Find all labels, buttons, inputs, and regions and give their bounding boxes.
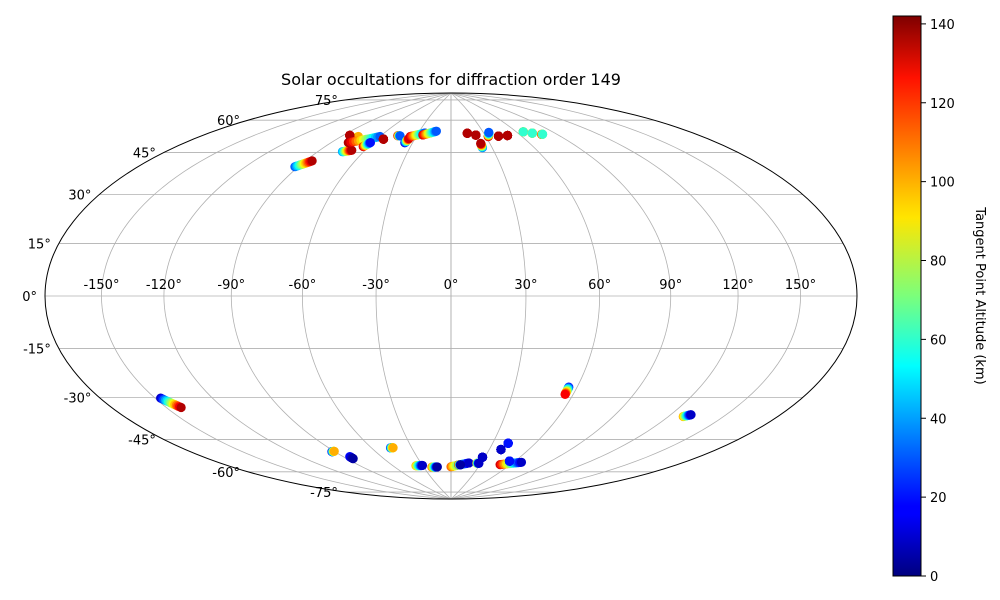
colorbar-tick-label: 60 [930,333,947,348]
latitude-tick-label: 30° [68,189,91,204]
occultation-track [504,456,515,466]
occultation-point [476,138,486,148]
occultation-point [455,460,466,470]
occultation-point [462,128,472,138]
occultation-track [378,134,389,144]
occultation-track [502,130,513,141]
occultation-track [476,138,488,153]
occultation-track [156,393,186,413]
occultation-track [477,452,488,462]
latitude-tick-label: 45° [133,146,156,161]
occultation-track [471,130,481,140]
occultation-track [527,128,537,138]
occultation-point [417,460,428,471]
map-grid [45,92,857,500]
occultation-point [484,127,494,137]
latitude-tick-label: 0° [22,290,37,305]
occultation-track [411,460,428,471]
latitude-tick-label: -45° [128,434,156,449]
latitude-tick-label: -75° [310,486,338,501]
occultation-point [388,443,398,453]
colorbar-tick-label: 20 [930,491,947,506]
occultation-track [337,145,357,157]
latitude-tick-label: 75° [315,94,338,109]
occultation-point [395,131,405,141]
colorbar-tick-label: 100 [930,176,955,191]
occultation-point [329,446,339,456]
occultation-track [503,438,513,448]
longitude-tick-label: -60° [289,278,317,293]
map-boundary [44,92,858,500]
longitude-tick-label: -120° [146,278,182,293]
occultation-point [431,126,441,136]
longitude-tick-labels: -150° -120° -90° -60° -30° 0° 30° 60° 90° 120° 150… [83,278,816,293]
longitude-tick-label: -150° [83,278,119,293]
occultation-track [560,382,574,399]
occultation-track [427,462,442,472]
chart-title: Solar occultations for diffraction order… [281,70,621,89]
occultation-point [504,456,515,466]
occultation-point [347,145,357,155]
colorbar-label: Tangent Point Altitude (km) [972,206,987,384]
occultation-track [536,129,548,139]
occultation-point [686,410,696,420]
longitude-tick-label: -30° [362,278,390,293]
occultation-track [385,443,398,453]
occultation-track [462,128,472,138]
latitude-tick-label: -60° [212,466,240,481]
occultation-point [502,130,513,141]
occultation-point [493,131,504,141]
latitude-tick-labels: -75° -60° -45° -30° -15° 0° 15° 30° 45° 60° 75° [22,94,338,501]
longitude-tick-label: 60° [588,278,611,293]
occultation-point [432,462,442,472]
colorbar-ticks: 0 20 40 60 80 100 120 140 [921,18,955,585]
occultation-track [327,446,339,457]
occultation-point [348,454,358,464]
occultation-points [156,126,696,472]
longitude-tick-label: 120° [722,278,753,293]
latitude-tick-label: -30° [64,392,92,407]
occultation-track [358,137,376,152]
colorbar-tick-label: 80 [930,255,947,270]
occultation-track [493,131,504,141]
occultation-point [464,458,474,468]
latitude-tick-label: -15° [23,343,51,358]
occultation-point [176,402,186,413]
occultation-track [454,460,466,470]
occultation-point [538,129,548,139]
occultation-point [560,389,570,399]
colorbar-tick-label: 120 [930,97,955,112]
occultation-point [471,130,481,140]
colorbar-tick-label: 140 [930,18,955,33]
occultation-point [365,137,376,148]
longitude-tick-label: -90° [217,278,245,293]
longitude-tick-label: 30° [514,278,537,293]
colorbar-tick-label: 0 [930,570,938,585]
occultation-track [290,156,317,172]
occultation-point [516,457,527,467]
latitude-tick-label: 60° [217,114,240,129]
latitude-tick-label: 15° [28,237,51,252]
occultation-track [345,452,358,464]
colorbar-gradient [892,15,922,577]
colorbar-tick-label: 40 [930,412,947,427]
longitude-tick-label: 150° [785,278,816,293]
occultation-track [496,444,506,455]
occultation-point [527,128,537,138]
occultation-point [518,127,528,137]
occultation-point [496,444,506,455]
occultation-point [503,438,513,448]
colorbar: 0 20 40 60 80 100 120 140 Tangent Point Altitud… [892,15,987,585]
occultation-track [483,127,494,142]
occultation-point [378,134,389,144]
occultation-track [418,126,441,140]
longitude-tick-label: 90° [659,278,682,293]
occultation-track [678,410,696,422]
occultation-point [307,156,317,166]
occultation-point [477,452,488,462]
occultation-track [518,127,528,137]
occultation-track [393,131,405,141]
longitude-tick-label: 0° [444,278,459,293]
